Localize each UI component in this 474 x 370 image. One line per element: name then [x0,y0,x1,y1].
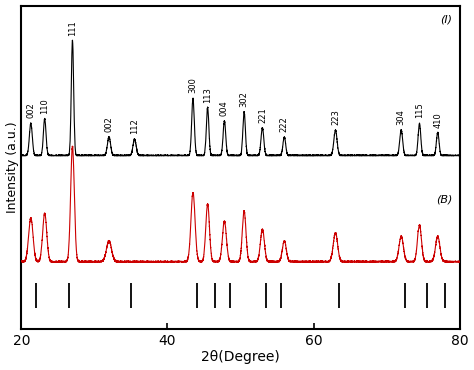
Text: 221: 221 [258,107,267,123]
Text: 111: 111 [68,20,77,36]
X-axis label: 2θ(Degree): 2θ(Degree) [201,350,280,364]
Text: 002: 002 [27,103,36,118]
Text: 300: 300 [189,78,198,94]
Text: 113: 113 [203,87,212,102]
Text: 115: 115 [415,103,424,118]
Text: 002: 002 [104,117,113,132]
Text: 223: 223 [331,110,340,125]
Text: 410: 410 [433,112,442,128]
Text: 110: 110 [40,98,49,114]
Text: 112: 112 [130,118,139,134]
Text: 222: 222 [280,117,289,132]
Text: 304: 304 [397,109,406,125]
Text: (I): (I) [440,15,452,25]
Text: (B): (B) [436,195,452,205]
Text: 302: 302 [240,91,249,107]
Text: 004: 004 [220,100,229,116]
Y-axis label: Intensity (a.u.): Intensity (a.u.) [6,121,18,213]
